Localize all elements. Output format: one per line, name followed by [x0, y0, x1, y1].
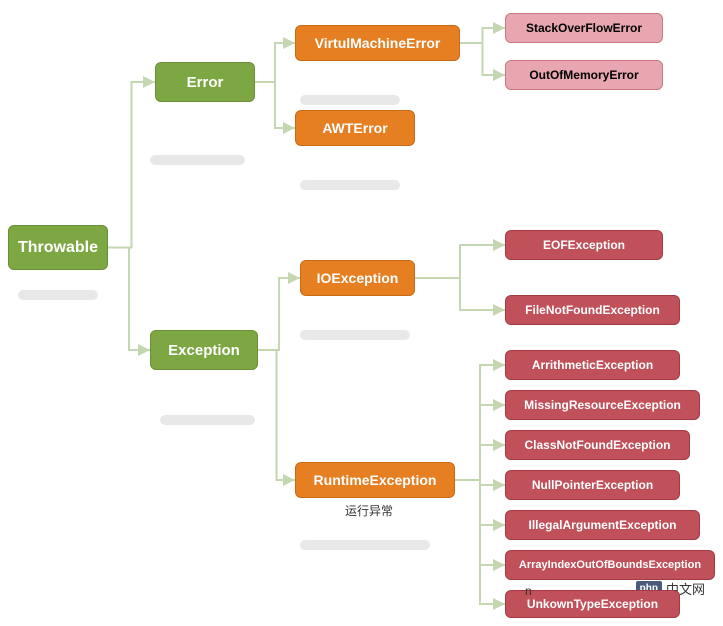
connector — [460, 28, 505, 43]
node-oom: OutOfMemoryError — [505, 60, 663, 90]
shadow — [300, 180, 400, 190]
node-sof: StackOverFlowError — [505, 13, 663, 43]
node-eof: EOFException — [505, 230, 663, 260]
connector — [415, 245, 505, 278]
shadow — [150, 155, 245, 165]
node-cnf: ClassNotFoundException — [505, 430, 690, 460]
node-throwable: Throwable — [8, 225, 108, 270]
shadow — [160, 415, 255, 425]
connector — [460, 43, 505, 75]
node-error: Error — [155, 62, 255, 102]
overflow-char: n — [525, 584, 532, 598]
shadow — [300, 95, 400, 105]
connector — [415, 278, 505, 310]
connector — [455, 405, 505, 480]
shadow — [300, 330, 410, 340]
connector — [108, 248, 150, 351]
connector — [455, 480, 505, 485]
connector — [455, 365, 505, 480]
node-ioe: IOException — [300, 260, 415, 296]
node-mre: MissingResourceException — [505, 390, 700, 420]
node-iae: IllegalArgumentException — [505, 510, 700, 540]
node-aio: ArrayIndexOutOfBoundsException — [505, 550, 715, 580]
shadow — [300, 540, 430, 550]
connector — [255, 43, 295, 82]
node-fnf: FileNotFoundException — [505, 295, 680, 325]
node-rte: RuntimeException — [295, 462, 455, 498]
connector — [255, 82, 295, 128]
connector — [258, 278, 300, 350]
runtime-caption: 运行异常 — [345, 502, 393, 519]
shadow — [18, 290, 98, 300]
connector — [108, 82, 155, 248]
node-vme: VirtulMachineError — [295, 25, 460, 61]
node-npe: NullPointerException — [505, 470, 680, 500]
connector — [455, 480, 505, 565]
connector — [258, 350, 295, 480]
connector — [455, 480, 505, 525]
connector — [455, 480, 505, 604]
connector — [455, 445, 505, 480]
node-awt: AWTError — [295, 110, 415, 146]
node-ari: ArrithmeticException — [505, 350, 680, 380]
node-exception: Exception — [150, 330, 258, 370]
